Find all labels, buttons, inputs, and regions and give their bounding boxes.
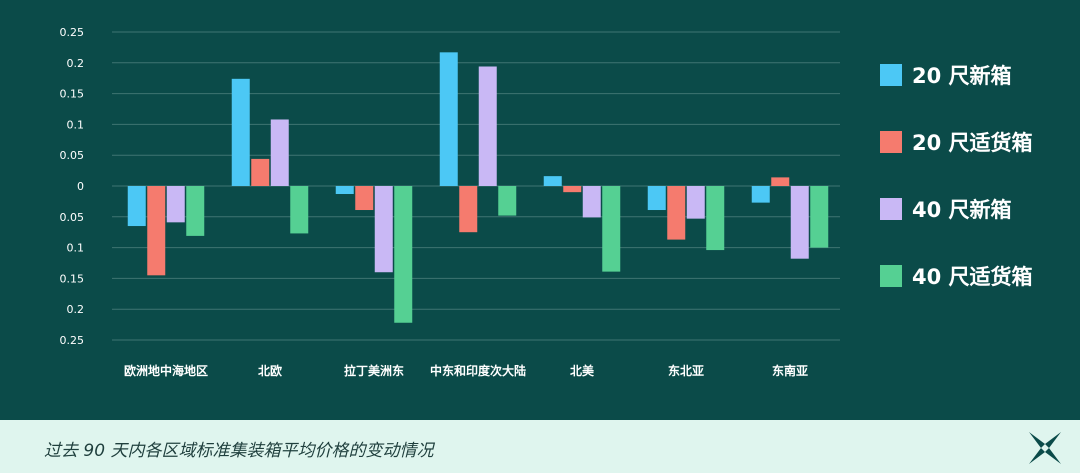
- category-label: 东北亚: [668, 363, 704, 378]
- bar-拉丁美洲东-40 尺新箱: [374, 186, 393, 273]
- bar-东北亚-20 尺新箱: [647, 186, 666, 211]
- bar-东南亚-40 尺新箱: [790, 186, 809, 259]
- category-label: 中东和印度次大陆: [430, 363, 526, 378]
- bar-北美-20 尺适货箱: [563, 186, 582, 193]
- bar-中东和印度次大陆-20 尺适货箱: [459, 186, 478, 233]
- bar-拉丁美洲东-40 尺适货箱: [394, 186, 413, 323]
- bar-拉丁美洲东-20 尺适货箱: [355, 186, 374, 211]
- bar-东南亚-20 尺适货箱: [771, 177, 790, 186]
- category-label: 北美: [570, 363, 595, 378]
- y-tick-label: 0.2: [67, 57, 85, 70]
- y-tick-label: 0.05: [60, 211, 85, 224]
- footer-bar: 过去 90 天内各区域标准集装箱平均价格的变动情况: [0, 420, 1080, 473]
- bar-欧洲地中海地区-20 尺新箱: [127, 186, 146, 227]
- star-logo-icon: [1029, 432, 1061, 464]
- y-tick-label: 0.15: [60, 88, 85, 101]
- legend-label: 20 尺适货箱: [912, 131, 1033, 155]
- category-label: 欧洲地中海地区: [124, 363, 208, 378]
- bar-北欧-40 尺新箱: [270, 119, 289, 186]
- y-tick-label: 0.1: [67, 118, 85, 131]
- y-tick-label: 0.1: [67, 242, 85, 255]
- bar-北美-40 尺适货箱: [602, 186, 621, 272]
- y-tick-label: 0.25: [60, 334, 85, 347]
- legend-item-series-2: 40 尺新箱: [880, 192, 1033, 226]
- legend-label: 20 尺新箱: [912, 64, 1012, 88]
- bar-北美-20 尺新箱: [543, 176, 562, 186]
- legend-item-series-0: 20 尺新箱: [880, 58, 1033, 92]
- bar-东南亚-20 尺新箱: [751, 186, 770, 203]
- bar-欧洲地中海地区-40 尺新箱: [166, 186, 185, 223]
- legend-swatch: [880, 64, 902, 86]
- chart-caption: 过去 90 天内各区域标准集装箱平均价格的变动情况: [44, 441, 434, 461]
- legend-swatch: [880, 131, 902, 153]
- bar-北美-40 尺新箱: [582, 186, 601, 218]
- legend: 20 尺新箱 20 尺适货箱 40 尺新箱 40 尺适货箱: [880, 58, 1033, 326]
- category-label: 北欧: [258, 363, 282, 378]
- bar-北欧-20 尺新箱: [231, 78, 250, 186]
- bar-东北亚-20 尺适货箱: [667, 186, 686, 240]
- legend-item-series-1: 20 尺适货箱: [880, 125, 1033, 159]
- y-axis-ticks: 0.25 0.2 0.15 0.1 0.05 0 0.05 0.1 0.15 0.2 0.25: [60, 26, 85, 347]
- y-tick-label: 0.05: [60, 149, 85, 162]
- bar-东南亚-40 尺适货箱: [810, 186, 829, 248]
- y-tick-label: 0.25: [60, 26, 85, 39]
- category-label: 东南亚: [772, 363, 808, 378]
- legend-label: 40 尺适货箱: [912, 265, 1033, 289]
- category-label: 拉丁美洲东: [344, 363, 404, 378]
- bar-北欧-40 尺适货箱: [290, 186, 309, 234]
- legend-swatch: [880, 265, 902, 287]
- bar-中东和印度次大陆-20 尺新箱: [439, 52, 458, 186]
- bar-中东和印度次大陆-40 尺适货箱: [498, 186, 517, 216]
- bar-东北亚-40 尺适货箱: [706, 186, 725, 251]
- chart: 0.25 0.2 0.15 0.1 0.05 0 0.05 0.1 0.15 0.2 0.25 欧洲…: [60, 26, 840, 378]
- bar-东北亚-40 尺新箱: [686, 186, 705, 219]
- legend-swatch: [880, 198, 902, 220]
- y-tick-label: 0.15: [60, 272, 85, 285]
- bar-欧洲地中海地区-40 尺适货箱: [186, 186, 205, 236]
- y-tick-label: 0.2: [67, 303, 85, 316]
- bars: [127, 52, 829, 323]
- legend-label: 40 尺新箱: [912, 198, 1012, 222]
- legend-item-series-3: 40 尺适货箱: [880, 259, 1033, 293]
- bar-拉丁美洲东-20 尺新箱: [335, 186, 354, 195]
- bar-中东和印度次大陆-40 尺新箱: [478, 66, 497, 186]
- category-labels: 欧洲地中海地区 北欧 拉丁美洲东 中东和印度次大陆 北美 东北亚 东南亚: [124, 363, 808, 378]
- y-tick-label: 0: [77, 180, 84, 193]
- bar-欧洲地中海地区-20 尺适货箱: [147, 186, 166, 276]
- bar-北欧-20 尺适货箱: [251, 158, 270, 186]
